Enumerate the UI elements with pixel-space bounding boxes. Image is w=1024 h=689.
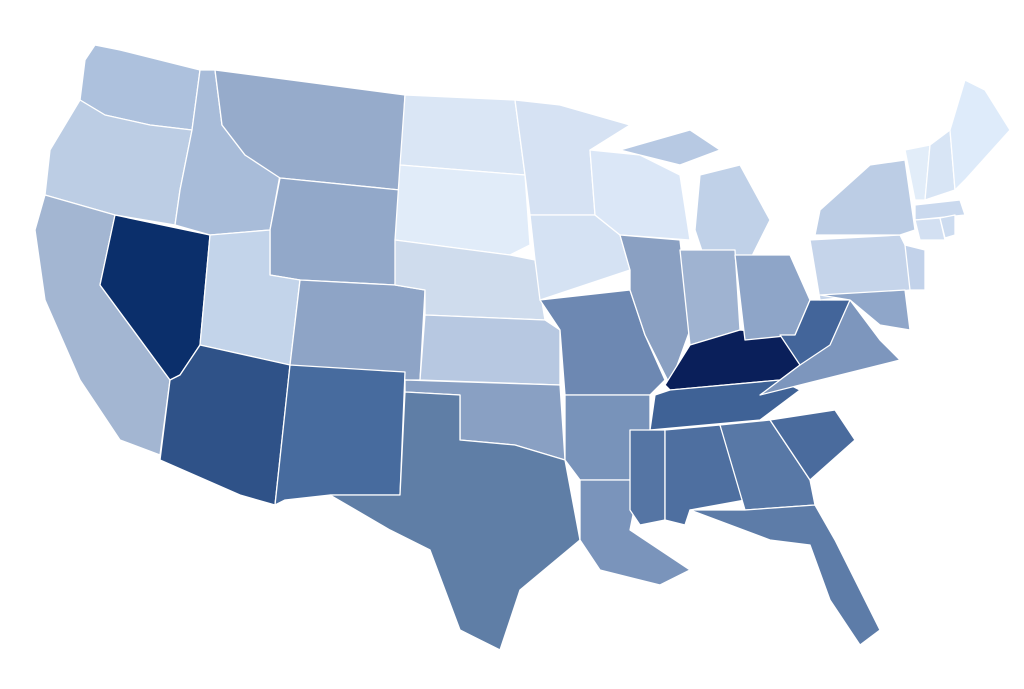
state-region	[914, 217, 946, 241]
state-region	[814, 159, 916, 236]
state-region	[904, 244, 926, 291]
state-region	[719, 419, 816, 511]
state-region	[329, 391, 581, 651]
state-region	[914, 199, 966, 221]
state-region	[819, 289, 911, 331]
state-region	[394, 164, 531, 256]
state-region	[694, 164, 771, 261]
state-region	[269, 177, 401, 286]
state-region	[769, 409, 856, 481]
state-region	[399, 94, 526, 176]
state-region	[679, 249, 741, 346]
state-region	[629, 429, 666, 526]
states	[34, 44, 1011, 651]
state-region	[619, 129, 721, 166]
state-region	[274, 364, 406, 506]
state-region	[289, 279, 426, 381]
state-region	[949, 79, 1011, 191]
state-region	[779, 299, 851, 366]
state-region	[419, 314, 561, 386]
state-region	[939, 214, 956, 239]
state-region	[689, 504, 881, 646]
